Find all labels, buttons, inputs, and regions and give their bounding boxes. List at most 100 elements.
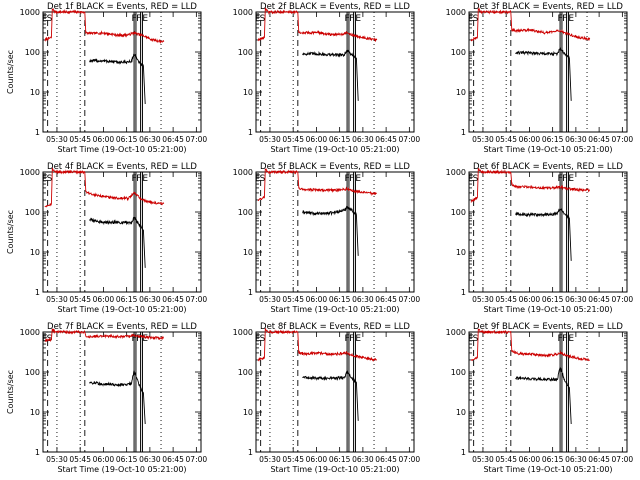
flag-label: F [349,334,354,344]
panel-title: Det 7f BLACK = Events, RED = LLD [47,322,197,332]
y-tick-label: 1000 [20,328,40,337]
x-tick-label: 05:30 [46,295,68,304]
x-tick-label: 07:00 [612,135,634,144]
x-tick-label: 07:00 [399,135,421,144]
x-tick-label: 05:45 [282,135,304,144]
flag-label: F [136,14,141,24]
lld-series-line [470,168,591,203]
x-tick-label: 05:30 [472,295,494,304]
flag-label: F [557,334,562,344]
detector-panel: Det 3f BLACK = Events, RED = LLD 1 10 100 10… [446,2,634,154]
flag-label: F [344,334,349,344]
flag-label: F [557,174,562,184]
x-axis-label: Start Time (19-Oct-10 05:21:00) [483,145,612,154]
lld-series-line [257,7,378,43]
flag-label: E [42,174,48,184]
events-series-line [89,52,146,105]
flag-label: E [568,334,574,344]
x-tick-label: 06:00 [306,455,328,464]
y-tick-label: 1 [248,128,253,137]
y-tick-label: 100 [451,208,466,217]
flag-label: F [349,14,354,24]
panel-title: Det 9f BLACK = Events, RED = LLD [473,322,623,332]
flag-label: E [255,174,261,184]
events-series-line [302,49,359,101]
x-tick-label: 06:30 [565,295,587,304]
x-tick-label: 06:00 [519,455,541,464]
y-tick-label: 10 [456,248,466,257]
flag-label: F [131,334,136,344]
y-tick-label: 100 [238,208,253,217]
x-tick-label: 06:45 [588,455,610,464]
flag-label: S [260,174,266,184]
y-tick-label: 1000 [446,328,466,337]
panel-title: Det 1f BLACK = Events, RED = LLD [47,2,197,12]
x-tick-label: 06:30 [352,455,374,464]
x-tick-label: 06:00 [519,135,541,144]
flag-label: F [562,14,567,24]
x-tick-label: 05:45 [495,135,517,144]
x-axis-label: Start Time (19-Oct-10 05:21:00) [270,145,399,154]
x-tick-label: 05:30 [259,135,281,144]
x-tick-label: 07:00 [612,295,634,304]
y-tick-label: 10 [243,88,253,97]
events-series-line [515,47,572,101]
flag-label: E [42,334,48,344]
y-tick-label: 10 [30,408,40,417]
y-tick-label: 1000 [233,328,253,337]
y-tick-label: 1 [248,288,253,297]
x-tick-label: 06:45 [375,295,397,304]
detector-panel: Det 2f BLACK = Events, RED = LLD 1 10 100 10… [233,2,421,154]
x-axis-label: Start Time (19-Oct-10 05:21:00) [57,465,186,474]
events-series-line [302,205,359,256]
flag-label: F [344,174,349,184]
y-tick-label: 10 [30,248,40,257]
x-tick-label: 05:30 [46,455,68,464]
y-tick-label: 100 [25,368,40,377]
flag-label: E [355,174,361,184]
y-tick-label: 100 [451,368,466,377]
x-tick-label: 07:00 [186,135,208,144]
y-tick-label: 1000 [20,8,40,17]
lld-series-line [44,8,165,45]
detector-panel: Det 7f BLACK = Events, RED = LLD 1 10 100 10… [6,322,207,474]
flag-label: F [562,174,567,184]
x-tick-label: 05:45 [69,455,91,464]
x-tick-label: 06:15 [329,455,351,464]
plot-frame [468,331,628,453]
x-axis-label: Start Time (19-Oct-10 05:21:00) [270,465,399,474]
x-tick-label: 06:15 [116,455,138,464]
lld-series-line [257,328,377,362]
x-tick-label: 05:45 [69,295,91,304]
events-series-line [302,370,359,421]
x-tick-label: 06:30 [352,135,374,144]
panel-title: Det 6f BLACK = Events, RED = LLD [473,162,623,172]
x-tick-label: 06:15 [542,455,564,464]
detector-panel: Det 8f BLACK = Events, RED = LLD 1 10 100 10… [233,322,421,474]
lld-series-line [44,167,165,208]
flag-label: S [473,334,479,344]
x-axis-label: Start Time (19-Oct-10 05:21:00) [483,465,612,474]
x-tick-label: 05:30 [472,455,494,464]
x-tick-label: 05:45 [69,135,91,144]
flag-label: E [42,14,48,24]
detector-panel: Det 1f BLACK = Events, RED = LLD 1 10 100 10… [6,2,207,154]
flag-label: E [468,14,474,24]
flag-label: E [355,14,361,24]
events-series-line [89,216,146,268]
x-axis-label: Start Time (19-Oct-10 05:21:00) [57,305,186,314]
detector-panel: Det 9f BLACK = Events, RED = LLD 1 10 100 10… [446,322,634,474]
x-axis-label: Start Time (19-Oct-10 05:21:00) [57,145,186,154]
flag-label: E [568,14,574,24]
detector-panel: Det 5f BLACK = Events, RED = LLD 1 10 100 10… [233,162,421,314]
x-tick-label: 06:30 [139,295,161,304]
flag-label: S [260,14,266,24]
y-tick-label: 1 [461,448,466,457]
x-axis-label: Start Time (19-Oct-10 05:21:00) [483,305,612,314]
x-axis-label: Start Time (19-Oct-10 05:21:00) [270,305,399,314]
y-tick-label: 100 [25,208,40,217]
x-tick-label: 06:45 [162,135,184,144]
detector-panel: Det 6f BLACK = Events, RED = LLD 1 10 100 10… [446,162,634,314]
plot-frame [42,11,202,133]
